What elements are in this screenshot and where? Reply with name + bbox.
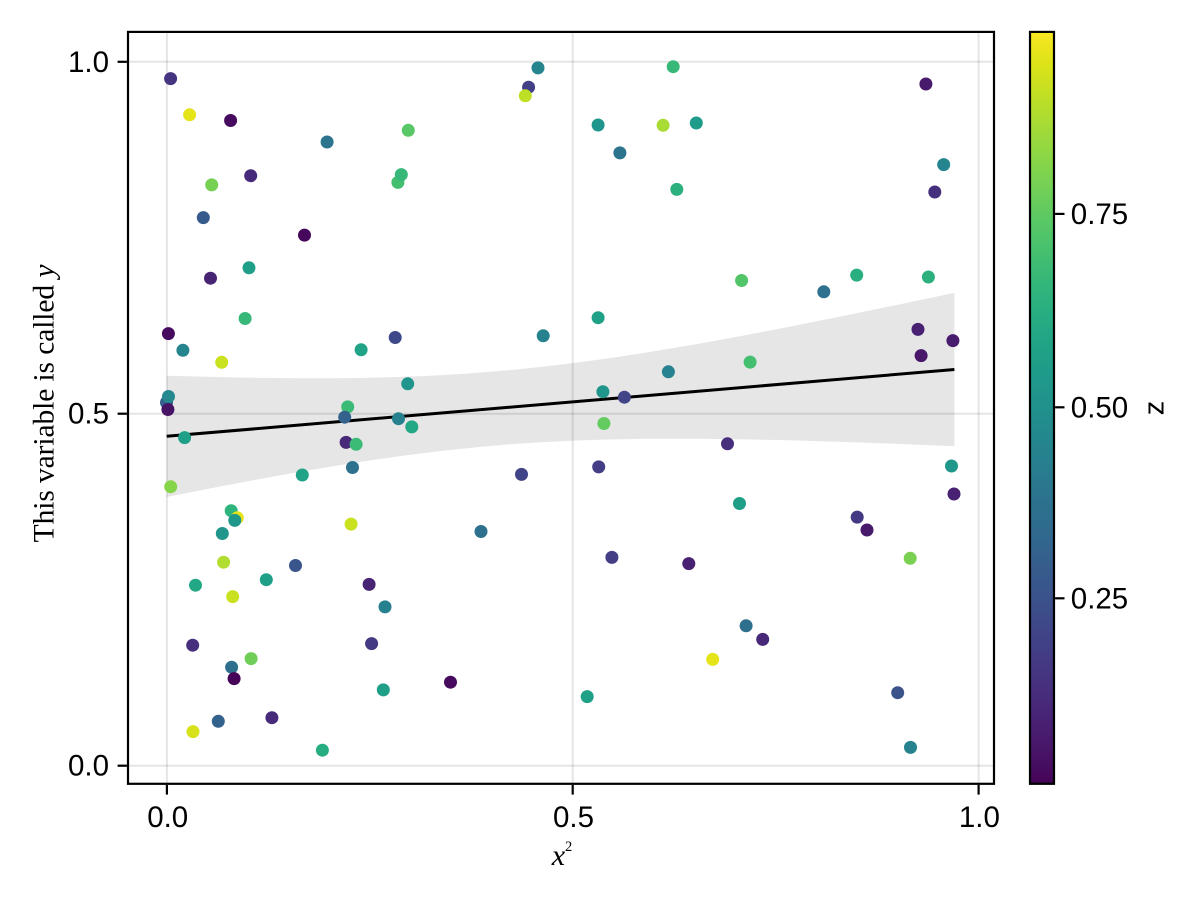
svg-text:0.50: 0.50 <box>1071 391 1128 424</box>
svg-text:z: z <box>1139 401 1171 416</box>
svg-text:0.75: 0.75 <box>1071 198 1128 231</box>
svg-text:1.0: 1.0 <box>959 801 1000 834</box>
svg-text:1.0: 1.0 <box>68 46 109 79</box>
svg-text:0.5: 0.5 <box>68 398 109 431</box>
svg-text:0.0: 0.0 <box>147 801 188 834</box>
svg-text:This variable is called y: This variable is called y <box>29 264 61 543</box>
svg-text:0.5: 0.5 <box>553 801 594 834</box>
svg-text:0.25: 0.25 <box>1071 582 1128 615</box>
svg-text:0.0: 0.0 <box>68 750 109 783</box>
